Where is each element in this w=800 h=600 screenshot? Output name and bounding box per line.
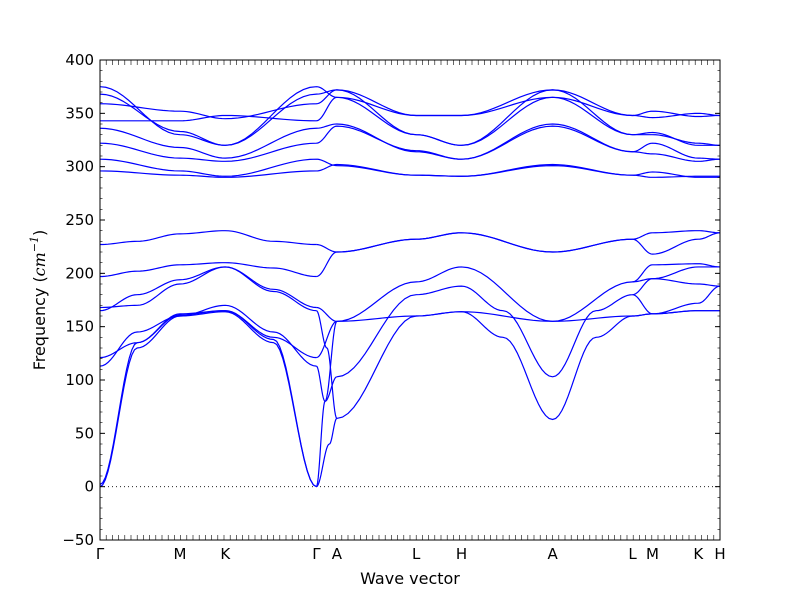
- x-tick-label: H: [714, 545, 725, 563]
- band-line-7: [316, 365, 338, 403]
- y-axis-label-paren-open: (: [30, 276, 49, 287]
- band-line-6: [100, 304, 317, 367]
- band-line-22: [632, 285, 720, 315]
- x-tick-label: L: [412, 545, 421, 563]
- y-tick-label: 0: [84, 478, 94, 496]
- band-line-17: [316, 251, 337, 278]
- y-axis-label: Frequency (cm−1): [28, 230, 49, 371]
- x-tick-label: Γ: [96, 545, 105, 563]
- band-line-16: [100, 262, 317, 278]
- dispersion-bands: [100, 86, 720, 488]
- band-line-14: [100, 266, 317, 312]
- band-line-20: [316, 243, 337, 253]
- y-axis-label-text: Frequency: [30, 288, 49, 371]
- y-tick-label: −50: [62, 531, 94, 549]
- band-line-11: [336, 266, 720, 322]
- band-line-0: [100, 311, 317, 488]
- band-line-10: [316, 320, 338, 359]
- band-line-21: [336, 230, 720, 253]
- y-tick-label: 400: [65, 51, 94, 69]
- x-tick-label: A: [332, 545, 343, 563]
- x-tick-label: K: [693, 545, 704, 563]
- band-line-9: [100, 310, 317, 359]
- x-tick-label: M: [174, 545, 187, 563]
- band-line-4: [316, 417, 338, 488]
- band-line-27: [100, 123, 720, 162]
- y-axis-label-unit-exponent: −1: [28, 236, 41, 252]
- x-axis-label: Wave vector: [360, 569, 460, 588]
- y-tick-label: 350: [65, 104, 94, 122]
- x-tick-label: A: [547, 545, 558, 563]
- band-line-31: [100, 86, 720, 146]
- y-tick-label: 250: [65, 211, 94, 229]
- band-line-15: [316, 310, 338, 419]
- band-line-5: [336, 310, 720, 421]
- band-line-12: [100, 266, 317, 309]
- y-tick-label: 100: [65, 371, 94, 389]
- x-tick-label: H: [456, 545, 467, 563]
- band-line-25: [100, 158, 720, 178]
- x-tick-label: K: [220, 545, 231, 563]
- y-tick-label: 50: [75, 424, 94, 442]
- y-axis-ticks: −50 0 50 100 150 200 250 300 350 400: [62, 51, 720, 549]
- y-tick-label: 300: [65, 158, 94, 176]
- y-axis-label-paren-close: ): [30, 230, 49, 236]
- band-line-13: [316, 306, 337, 322]
- x-tick-label: M: [646, 545, 659, 563]
- y-axis-label-unit: cm: [30, 252, 49, 276]
- x-tick-label: L: [628, 545, 637, 563]
- band-line-23: [632, 263, 720, 283]
- band-line-8: [336, 278, 720, 378]
- x-tick-label: Γ: [312, 545, 321, 563]
- y-tick-label: 150: [65, 318, 94, 336]
- y-tick-label: 200: [65, 264, 94, 282]
- band-line-19: [100, 230, 317, 246]
